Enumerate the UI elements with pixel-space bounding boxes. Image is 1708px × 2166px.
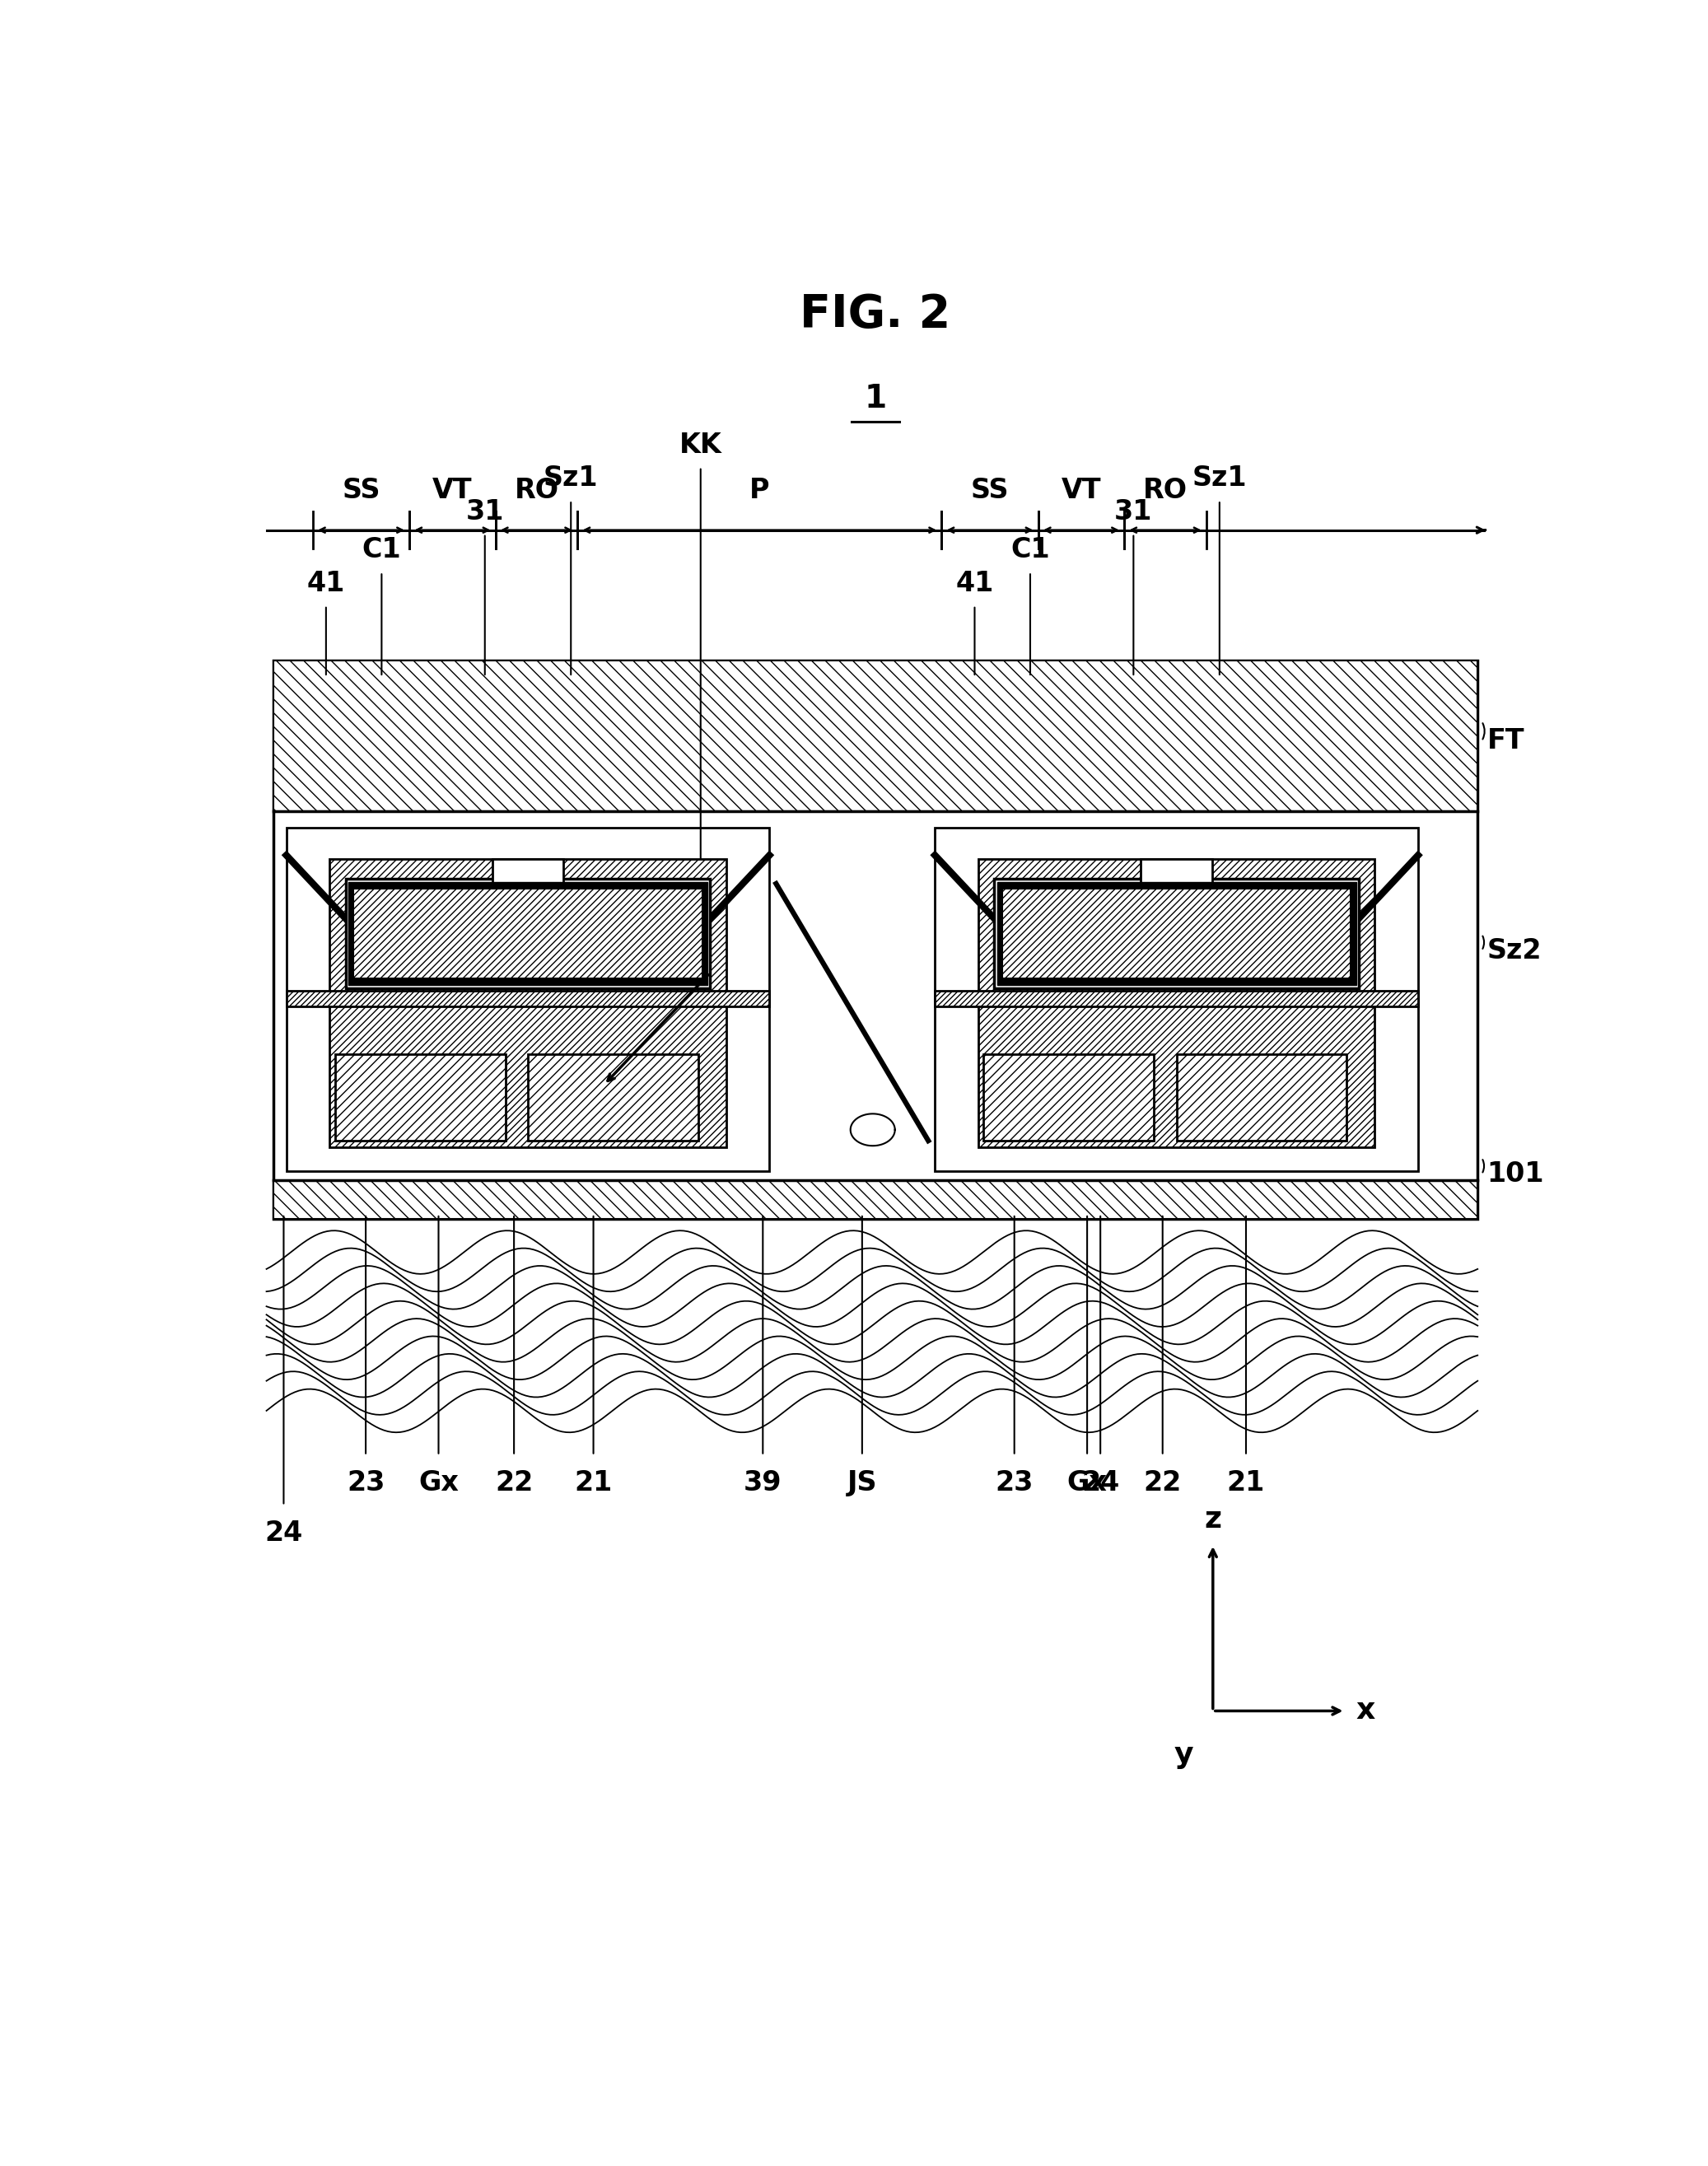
Text: 101: 101 [1488, 1161, 1544, 1187]
Text: 21: 21 [1226, 1469, 1266, 1497]
Text: C1: C1 [1011, 537, 1050, 563]
Bar [979, 858, 1375, 1148]
Text: 24: 24 [1081, 1469, 1119, 1497]
Bar [287, 827, 769, 1172]
Bar [273, 661, 1477, 810]
Bar [1003, 888, 1351, 979]
Bar [330, 858, 726, 1148]
Text: 22: 22 [495, 1469, 533, 1497]
Text: 41: 41 [955, 570, 994, 598]
Bar [492, 858, 564, 884]
Bar [994, 879, 1360, 988]
Text: 31: 31 [1114, 498, 1153, 524]
Text: RO: RO [1143, 477, 1187, 505]
Bar [934, 827, 1418, 1172]
Text: Sz1: Sz1 [543, 464, 598, 492]
Text: SS: SS [342, 477, 381, 505]
Text: 21: 21 [574, 1469, 613, 1497]
Text: P: P [750, 477, 770, 505]
Text: 23: 23 [996, 1469, 1033, 1497]
Text: 31: 31 [466, 498, 504, 524]
Bar [345, 879, 711, 988]
Bar [287, 992, 769, 1007]
Bar [348, 882, 707, 986]
Text: z: z [1204, 1505, 1221, 1534]
Bar [934, 992, 1418, 1007]
Bar [335, 1055, 506, 1141]
Bar [1141, 858, 1213, 884]
Text: KK: KK [680, 431, 722, 459]
Bar [273, 661, 1477, 1219]
Text: 22: 22 [1144, 1469, 1182, 1497]
Text: y: y [1173, 1741, 1192, 1770]
Bar [984, 1055, 1155, 1141]
Text: VT: VT [1061, 477, 1102, 505]
Text: FIG. 2: FIG. 2 [799, 292, 951, 338]
Text: Sz1: Sz1 [1192, 464, 1247, 492]
Text: 41: 41 [307, 570, 345, 598]
Text: JS: JS [847, 1469, 878, 1497]
Bar [997, 882, 1356, 986]
Text: 23: 23 [347, 1469, 384, 1497]
Text: VT: VT [432, 477, 473, 505]
Text: x: x [1356, 1696, 1375, 1724]
Text: 24: 24 [265, 1518, 302, 1547]
Text: RO: RO [514, 477, 559, 505]
Text: 39: 39 [743, 1469, 782, 1497]
Bar [273, 1180, 1477, 1219]
Text: Gx: Gx [418, 1469, 459, 1497]
Text: SS: SS [970, 477, 1009, 505]
Text: 1: 1 [864, 383, 886, 414]
Text: Sz2: Sz2 [1488, 938, 1542, 964]
Text: C1: C1 [362, 537, 401, 563]
Text: Gx: Gx [1068, 1469, 1107, 1497]
Text: FT: FT [1488, 728, 1524, 754]
Bar [528, 1055, 699, 1141]
Bar [354, 888, 702, 979]
Bar [1177, 1055, 1348, 1141]
